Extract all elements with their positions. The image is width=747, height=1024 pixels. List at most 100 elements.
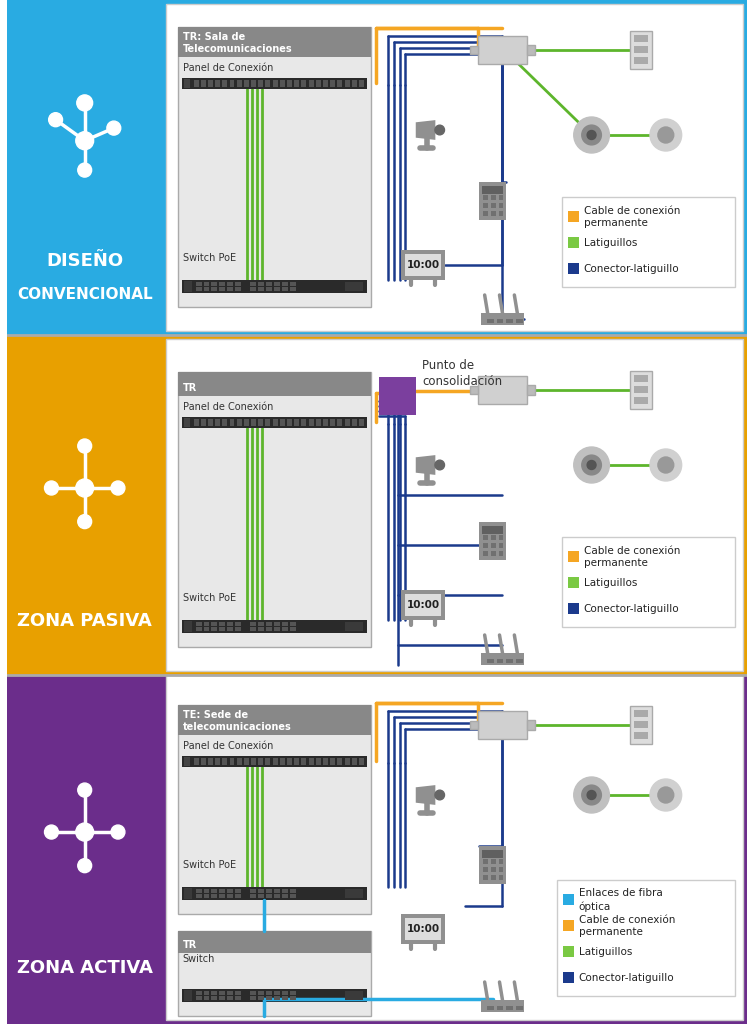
Text: Cable de conexión
permanente: Cable de conexión permanente bbox=[579, 914, 675, 937]
Bar bbox=[258, 627, 264, 631]
Bar bbox=[359, 419, 364, 426]
Text: Conector-latiguillo: Conector-latiguillo bbox=[583, 264, 679, 274]
Bar bbox=[229, 419, 235, 426]
Bar bbox=[338, 758, 342, 765]
Bar bbox=[568, 603, 579, 614]
Bar bbox=[280, 80, 285, 87]
Bar bbox=[203, 627, 209, 631]
Bar bbox=[352, 80, 356, 87]
Bar bbox=[237, 758, 242, 765]
Bar bbox=[203, 287, 209, 291]
Bar bbox=[498, 195, 503, 200]
Bar bbox=[527, 385, 535, 395]
Bar bbox=[265, 758, 270, 765]
Text: 10:00: 10:00 bbox=[406, 924, 440, 934]
Bar bbox=[178, 27, 371, 57]
Bar bbox=[166, 675, 743, 1020]
Bar bbox=[208, 758, 213, 765]
Bar bbox=[634, 397, 648, 404]
Bar bbox=[182, 989, 367, 1002]
Bar bbox=[184, 621, 192, 632]
Bar bbox=[491, 203, 495, 208]
Bar bbox=[483, 535, 488, 540]
Bar bbox=[227, 889, 233, 893]
Bar bbox=[166, 4, 743, 331]
Bar bbox=[193, 419, 199, 426]
Bar bbox=[634, 35, 648, 42]
Bar bbox=[470, 721, 478, 729]
Bar bbox=[182, 417, 367, 428]
Bar bbox=[634, 732, 648, 739]
Bar bbox=[497, 659, 503, 663]
Bar bbox=[344, 419, 350, 426]
Bar bbox=[483, 211, 488, 216]
Bar bbox=[345, 991, 363, 1000]
Bar bbox=[235, 287, 241, 291]
Circle shape bbox=[78, 859, 92, 872]
Text: 10:00: 10:00 bbox=[406, 600, 440, 610]
Bar bbox=[273, 419, 278, 426]
Bar bbox=[274, 287, 279, 291]
Bar bbox=[203, 996, 209, 1000]
Bar bbox=[479, 846, 506, 884]
Bar bbox=[274, 889, 279, 893]
Text: ZONA PASIVA: ZONA PASIVA bbox=[17, 611, 152, 630]
Bar bbox=[486, 659, 494, 663]
Bar bbox=[516, 1006, 523, 1010]
Bar bbox=[273, 758, 278, 765]
Bar bbox=[290, 282, 296, 286]
Bar bbox=[506, 319, 513, 323]
Polygon shape bbox=[416, 785, 436, 805]
Bar bbox=[211, 991, 217, 995]
Bar bbox=[211, 287, 217, 291]
Bar bbox=[250, 894, 256, 898]
Bar bbox=[309, 80, 314, 87]
Bar bbox=[235, 996, 241, 1000]
Bar bbox=[562, 920, 574, 931]
Text: ZONA ACTIVA: ZONA ACTIVA bbox=[16, 959, 152, 977]
Bar bbox=[266, 282, 272, 286]
Bar bbox=[483, 867, 488, 872]
Bar bbox=[562, 197, 735, 287]
Bar bbox=[201, 758, 205, 765]
Bar bbox=[280, 758, 285, 765]
Bar bbox=[516, 319, 523, 323]
Circle shape bbox=[582, 785, 601, 805]
Bar bbox=[290, 996, 296, 1000]
Bar bbox=[193, 80, 199, 87]
Bar bbox=[193, 758, 199, 765]
Bar bbox=[220, 622, 226, 626]
Bar bbox=[227, 894, 233, 898]
Bar bbox=[345, 282, 363, 291]
Polygon shape bbox=[416, 120, 436, 140]
Bar bbox=[634, 710, 648, 717]
Bar bbox=[203, 889, 209, 893]
Bar bbox=[182, 756, 367, 767]
Circle shape bbox=[587, 461, 596, 469]
Bar bbox=[498, 867, 503, 872]
Bar bbox=[215, 758, 220, 765]
Bar bbox=[211, 894, 217, 898]
Bar bbox=[483, 543, 488, 548]
Bar bbox=[401, 914, 445, 944]
Bar bbox=[184, 990, 192, 1001]
Circle shape bbox=[45, 825, 58, 839]
Bar bbox=[266, 991, 272, 995]
Bar bbox=[211, 282, 217, 286]
Bar bbox=[250, 889, 256, 893]
Bar bbox=[258, 282, 264, 286]
Bar bbox=[516, 659, 523, 663]
Bar bbox=[379, 377, 416, 415]
Bar bbox=[235, 991, 241, 995]
Circle shape bbox=[77, 95, 93, 111]
Polygon shape bbox=[416, 455, 436, 475]
Bar bbox=[491, 195, 495, 200]
Bar bbox=[178, 931, 371, 953]
Bar bbox=[265, 419, 270, 426]
Bar bbox=[265, 80, 270, 87]
Bar bbox=[323, 80, 328, 87]
Text: Panel de Conexión: Panel de Conexión bbox=[183, 402, 273, 412]
Bar bbox=[290, 991, 296, 995]
Bar bbox=[274, 991, 279, 995]
Bar bbox=[302, 758, 306, 765]
